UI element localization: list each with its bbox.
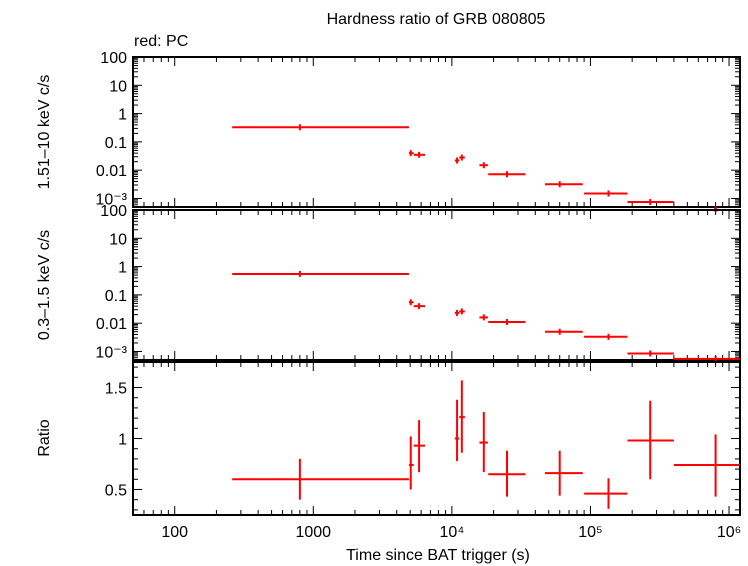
y-tick-label: 0.1 <box>105 288 127 305</box>
x-tick-label: 10⁴ <box>440 524 465 541</box>
y-tick-label: 0.01 <box>96 316 127 333</box>
y-tick-label: 1 <box>118 432 127 449</box>
y-tick-label: 0.1 <box>105 135 127 152</box>
x-tick-label: 1000 <box>295 524 331 541</box>
y-axis-label-hard: 1.51–10 keV c/s <box>36 75 53 190</box>
chart-title: Hardness ratio of GRB 080805 <box>327 11 546 28</box>
panel-frame <box>132 56 741 208</box>
y-tick-label: 1.5 <box>105 381 127 398</box>
y-tick-label: 1 <box>118 107 127 124</box>
y-tick-label: 10 <box>109 78 127 95</box>
y-tick-label: 100 <box>100 203 127 220</box>
y-axis-label-soft: 0.3–1.5 keV c/s <box>36 230 53 340</box>
chart-subtitle: red: PC <box>134 33 188 50</box>
y-tick-label: 0.5 <box>105 483 127 500</box>
x-axis-label: Time since BAT trigger (s) <box>346 547 530 564</box>
panel-frame <box>132 209 741 361</box>
x-tick-label: 10⁶ <box>717 524 741 541</box>
x-tick-label: 100 <box>161 524 188 541</box>
y-tick-label: 100 <box>100 50 127 67</box>
y-tick-label: 10⁻³ <box>95 191 127 208</box>
y-tick-label: 10 <box>109 231 127 248</box>
panel-frame <box>132 361 741 516</box>
y-tick-label: 0.01 <box>96 163 127 180</box>
y-axis-label-ratio: Ratio <box>36 419 53 456</box>
y-tick-label: 1 <box>118 260 127 277</box>
x-tick-label: 10⁵ <box>578 524 602 541</box>
y-tick-label: 10⁻³ <box>95 344 127 361</box>
